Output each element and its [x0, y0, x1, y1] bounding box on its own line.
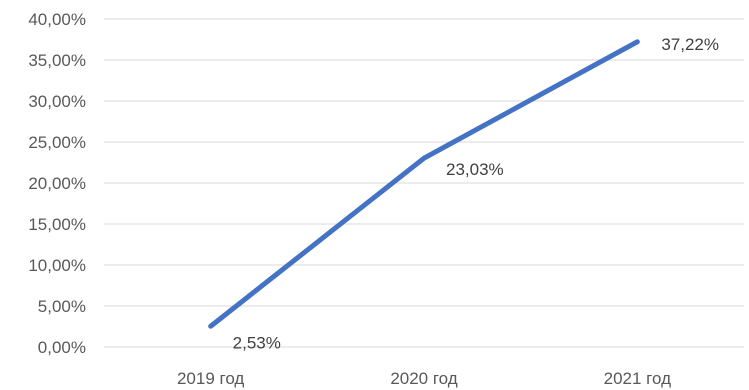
y-tick-label: 20,00% — [28, 174, 86, 193]
data-label: 2,53% — [233, 333, 281, 352]
data-labels: 2,53% 23,03% 37,22% — [233, 35, 719, 352]
series-line — [208, 39, 640, 329]
data-label: 23,03% — [446, 160, 504, 179]
x-tick-label: 2019 год — [177, 369, 244, 388]
y-axis-tick-labels: 0,00% 5,00% 10,00% 15,00% 20,00% 25,00% 30,00%… — [28, 10, 86, 357]
y-tick-label: 15,00% — [28, 215, 86, 234]
x-tick-label: 2020 год — [390, 369, 457, 388]
y-tick-label: 35,00% — [28, 51, 86, 70]
series-line-group — [208, 39, 640, 329]
y-tick-label: 0,00% — [38, 338, 86, 357]
y-tick-label: 40,00% — [28, 10, 86, 29]
y-tick-label: 5,00% — [38, 297, 86, 316]
data-label: 37,22% — [661, 35, 719, 54]
gridlines — [104, 18, 744, 348]
x-tick-label: 2021 год — [604, 369, 671, 388]
x-axis-tick-labels: 2019 год 2020 год 2021 год — [177, 369, 671, 388]
y-tick-label: 30,00% — [28, 92, 86, 111]
y-tick-label: 10,00% — [28, 256, 86, 275]
y-tick-label: 25,00% — [28, 133, 86, 152]
